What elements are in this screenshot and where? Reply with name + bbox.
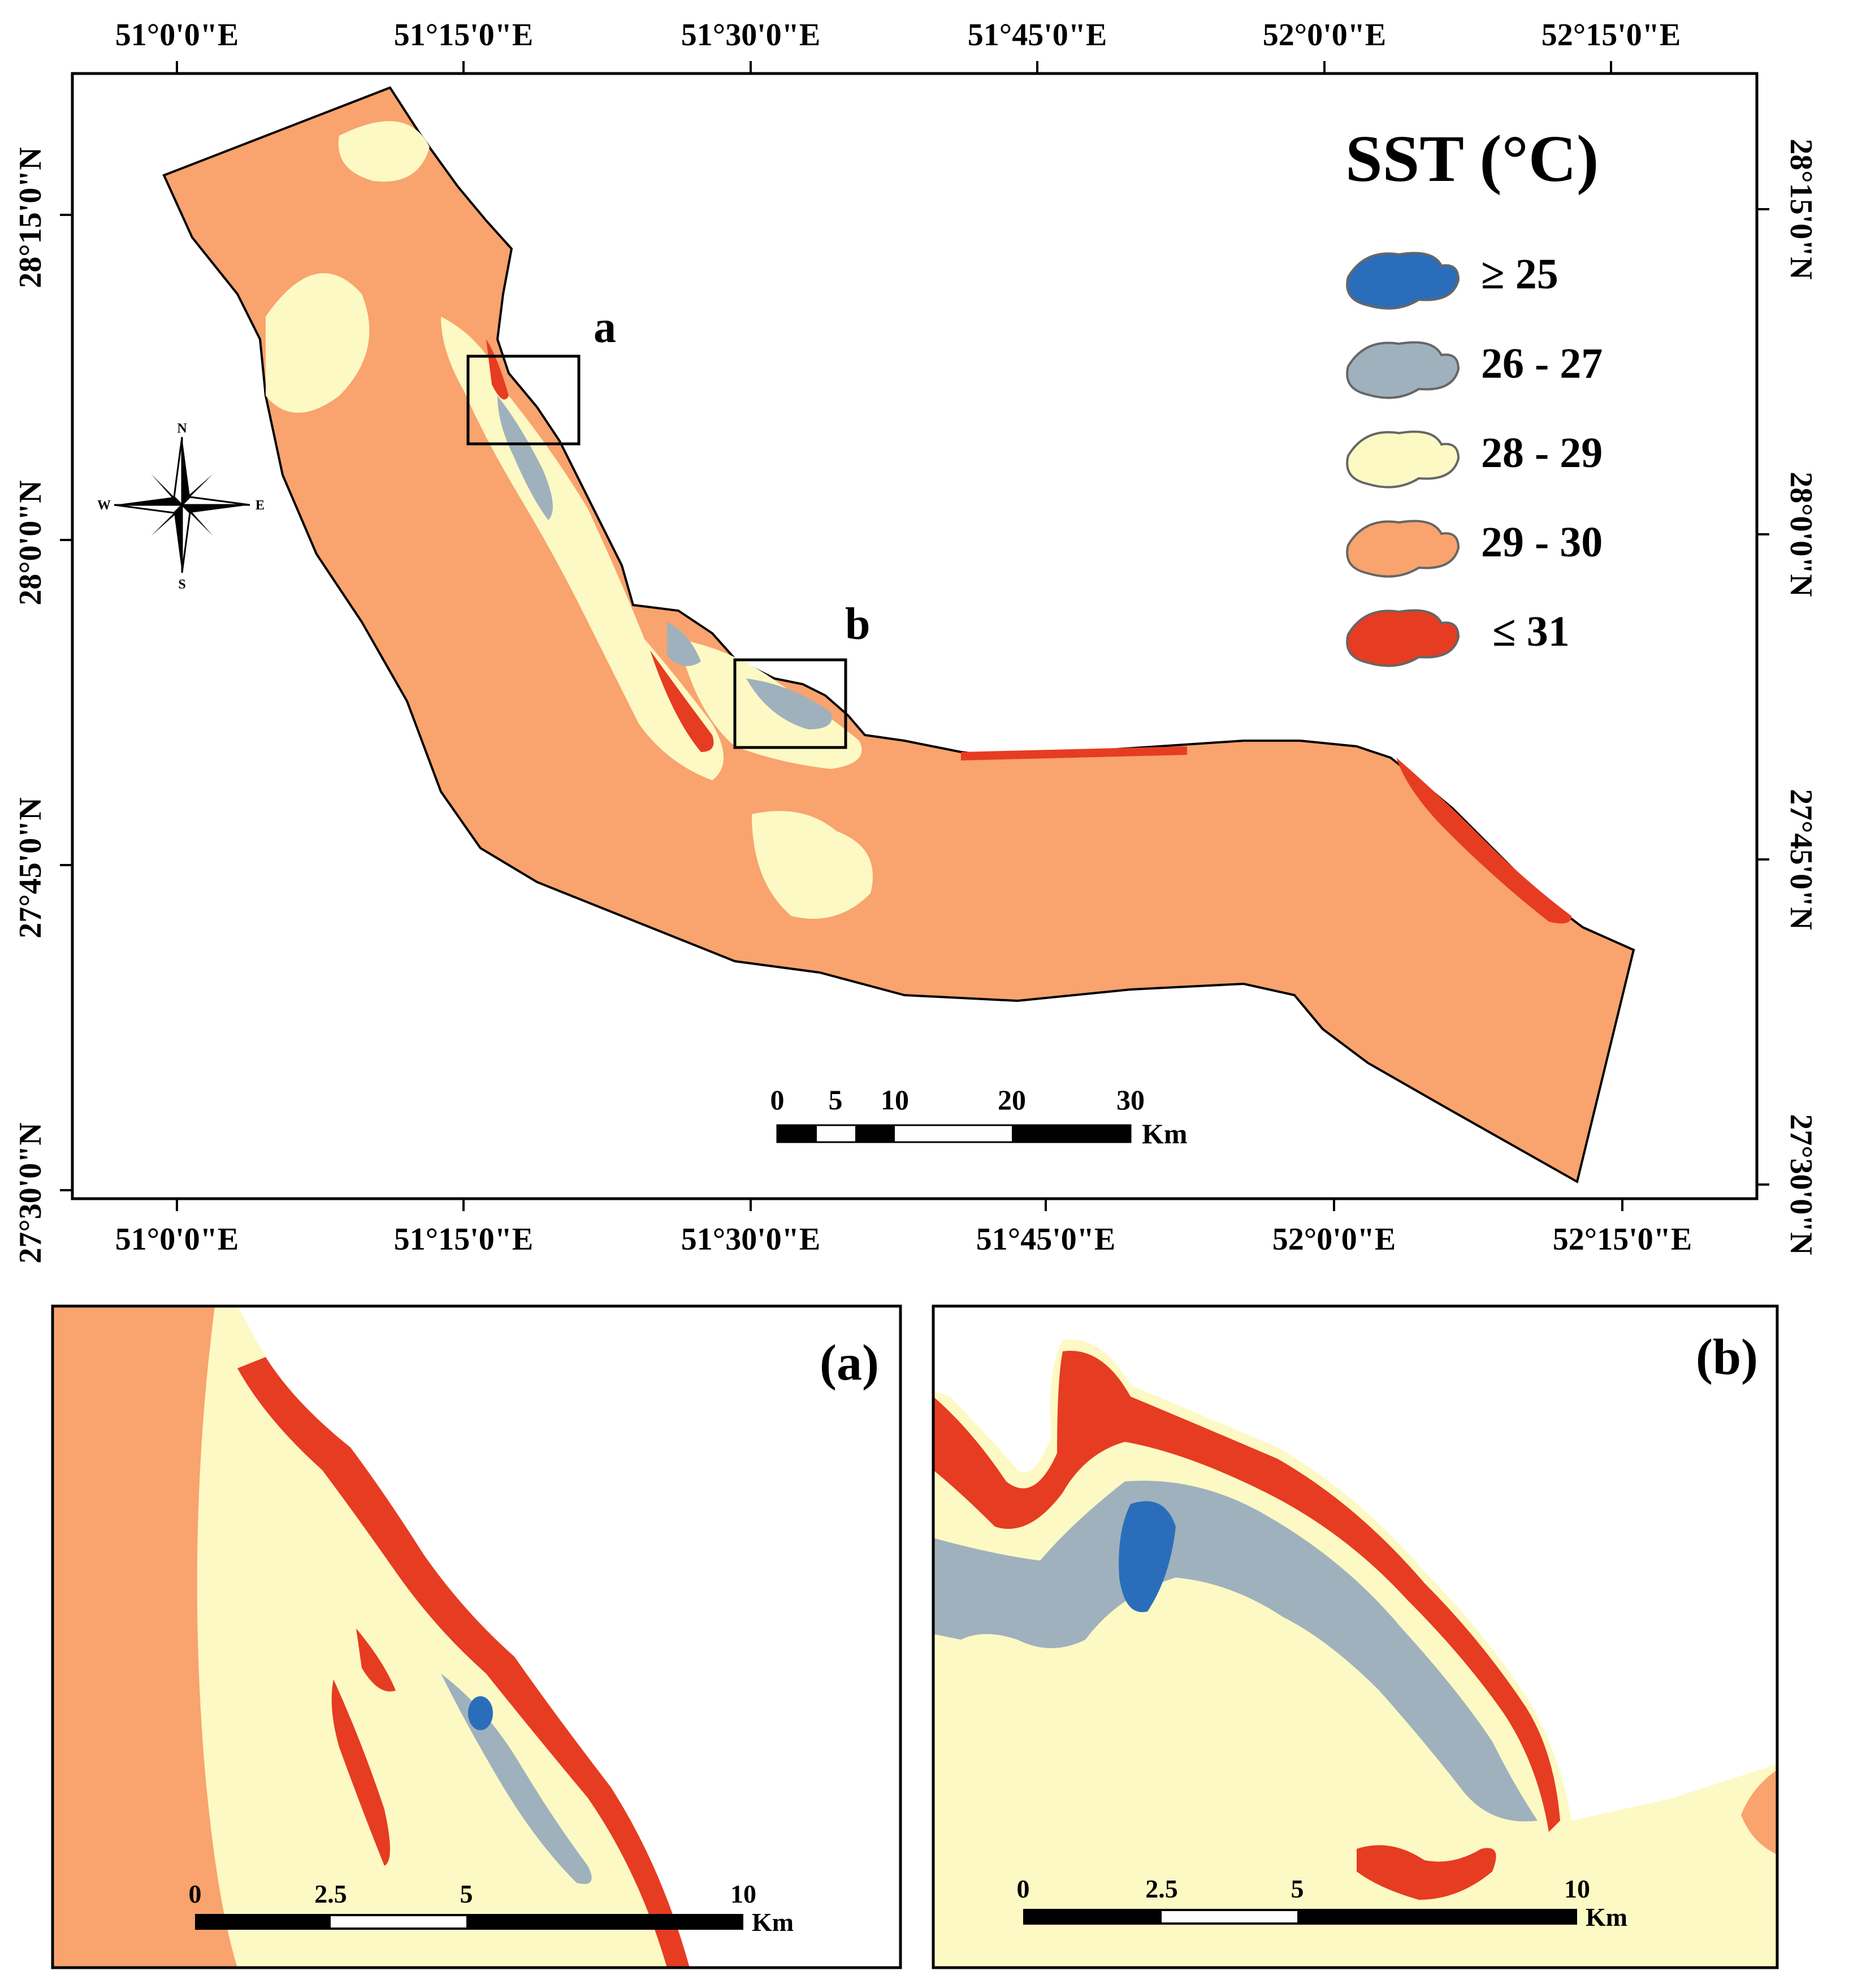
legend: SST (°C) ≥ 25 26 - 27 28 - 29 29 - 30 ≤ 31 [1345,122,1603,667]
inset-a-frame [51,1304,902,1969]
compass-rose-icon: N S E W [97,421,265,592]
legend-swatch [1346,430,1460,489]
inset-b: (b) 0 2.5 5 10 Km [932,1304,1779,1969]
left-lat-label: 27°30'0"N [13,1122,48,1263]
top-lon-label: 52°15'0"E [1541,18,1681,53]
scale-tick: 5 [1291,1874,1304,1903]
inset-b-warm-patch [1357,1845,1496,1900]
sst-patches-31 [486,339,1571,924]
top-lon-label: 51°0'0"E [115,18,239,53]
scale-unit: Km [752,1908,794,1937]
scale-tick: 10 [881,1084,909,1116]
scale-tick: 20 [998,1084,1026,1116]
compass-n: N [177,421,187,436]
bottom-lon-labels: 51°0'0"E 51°15'0"E 51°30'0"E 51°45'0"E 5… [115,1222,1692,1257]
legend-title: SST (°C) [1345,122,1599,196]
scale-tick: 5 [460,1879,473,1908]
legend-label: 26 - 27 [1481,340,1603,387]
scale-tick: 5 [829,1084,843,1116]
inset-b-land [933,1306,1777,1821]
bottom-lon-label: 52°15'0"E [1553,1222,1692,1257]
top-lon-label: 51°45'0"E [968,18,1107,53]
inset-a-scale-bar: 0 2.5 5 10 Km [189,1879,794,1937]
legend-label: ≥ 25 [1481,250,1558,298]
right-lat-labels: 28°15'0"N 28°0'0"N 27°45'0"N 27°30'0"N [1783,139,1818,1255]
inset-a-label: (a) [820,1335,879,1391]
top-lon-labels: 51°0'0"E 51°15'0"E 51°30'0"E 51°45'0"E 5… [115,18,1681,53]
right-lat-label: 27°45'0"N [1783,789,1818,930]
inset-b-label: (b) [1696,1329,1758,1385]
legend-label: 29 - 30 [1481,518,1603,566]
bottom-ticks [176,1199,1623,1211]
legend-swatch [1346,341,1460,399]
bottom-lon-label: 52°0'0"E [1272,1222,1396,1257]
scale-tick: 10 [730,1879,756,1908]
main-scale-bar: 0 5 10 20 30 Km [770,1084,1188,1149]
bottom-lon-label: 51°0'0"E [115,1222,239,1257]
bottom-lon-label: 51°45'0"E [976,1222,1115,1257]
inset-a-land [237,1306,900,1968]
inset-a-warm-rim [237,1357,690,1968]
left-ticks [60,214,72,1191]
inset-b-warm-rim [933,1351,1560,1832]
scale-unit: Km [1142,1118,1188,1149]
bottom-lon-label: 51°15'0"E [394,1222,533,1257]
sst-patches-26-27 [497,396,832,729]
inset-a-warm-streak [331,1679,390,1866]
legend-swatch [1346,252,1460,310]
top-ticks [176,61,1612,74]
inset-marker-a: a [594,302,616,352]
compass-w: W [97,498,111,513]
left-lat-label: 28°0'0"N [13,480,48,605]
scale-tick: 2.5 [1145,1874,1178,1903]
top-lon-label: 51°30'0"E [681,18,820,53]
right-lat-label: 28°15'0"N [1783,139,1818,279]
scale-tick: 30 [1116,1084,1145,1116]
inset-b-cool-area [933,1480,1538,1822]
inset-marker-b: b [845,599,871,649]
scale-unit: Km [1586,1903,1627,1931]
legend-swatch [1346,609,1460,667]
sst-sea-area [162,86,1635,1184]
inset-b-scale-bar: 0 2.5 5 10 Km [1017,1874,1628,1931]
inset-box-a [466,355,581,446]
inset-a-warm-spot [356,1628,396,1692]
main-map-frame [71,72,1759,1200]
right-ticks [1757,208,1769,1186]
legend-swatch [1346,520,1460,578]
right-lat-label: 28°0'0"N [1783,472,1818,597]
left-lat-label: 27°45'0"N [13,797,48,938]
compass-e: E [256,498,265,513]
legend-label: 28 - 29 [1481,429,1603,477]
left-lat-label: 28°15'0"N [13,147,48,288]
inset-b-edge-warm [1741,1770,1777,1855]
right-lat-label: 27°30'0"N [1783,1114,1818,1255]
inset-a-warm-area [53,1306,237,1968]
inset-a: (a) 0 2.5 5 10 Km [51,1304,902,1969]
main-map: a b 51°0'0"E 51°15'0"E 51°30'0"E 51°45'0… [13,18,1818,1264]
bottom-lon-label: 51°30'0"E [681,1222,820,1257]
top-lon-label: 51°15'0"E [394,18,533,53]
scale-tick: 2.5 [314,1879,347,1908]
inset-b-frame [932,1304,1779,1969]
inset-a-coolest-spot [468,1696,493,1730]
legend-items: ≥ 25 26 - 27 28 - 29 29 - 30 ≤ 31 [1346,250,1603,667]
compass-s: S [178,577,185,592]
scale-tick: 0 [1017,1874,1030,1903]
inset-box-b [733,658,847,749]
scale-tick: 0 [770,1084,785,1116]
left-lat-labels: 28°15'0"N 28°0'0"N 27°45'0"N 27°30'0"N [13,147,48,1263]
top-lon-label: 52°0'0"E [1263,18,1386,53]
inset-b-coolest-spot [1119,1501,1176,1613]
legend-label: ≤ 31 [1492,608,1570,655]
scale-tick: 0 [189,1879,202,1908]
scale-tick: 10 [1564,1874,1590,1903]
